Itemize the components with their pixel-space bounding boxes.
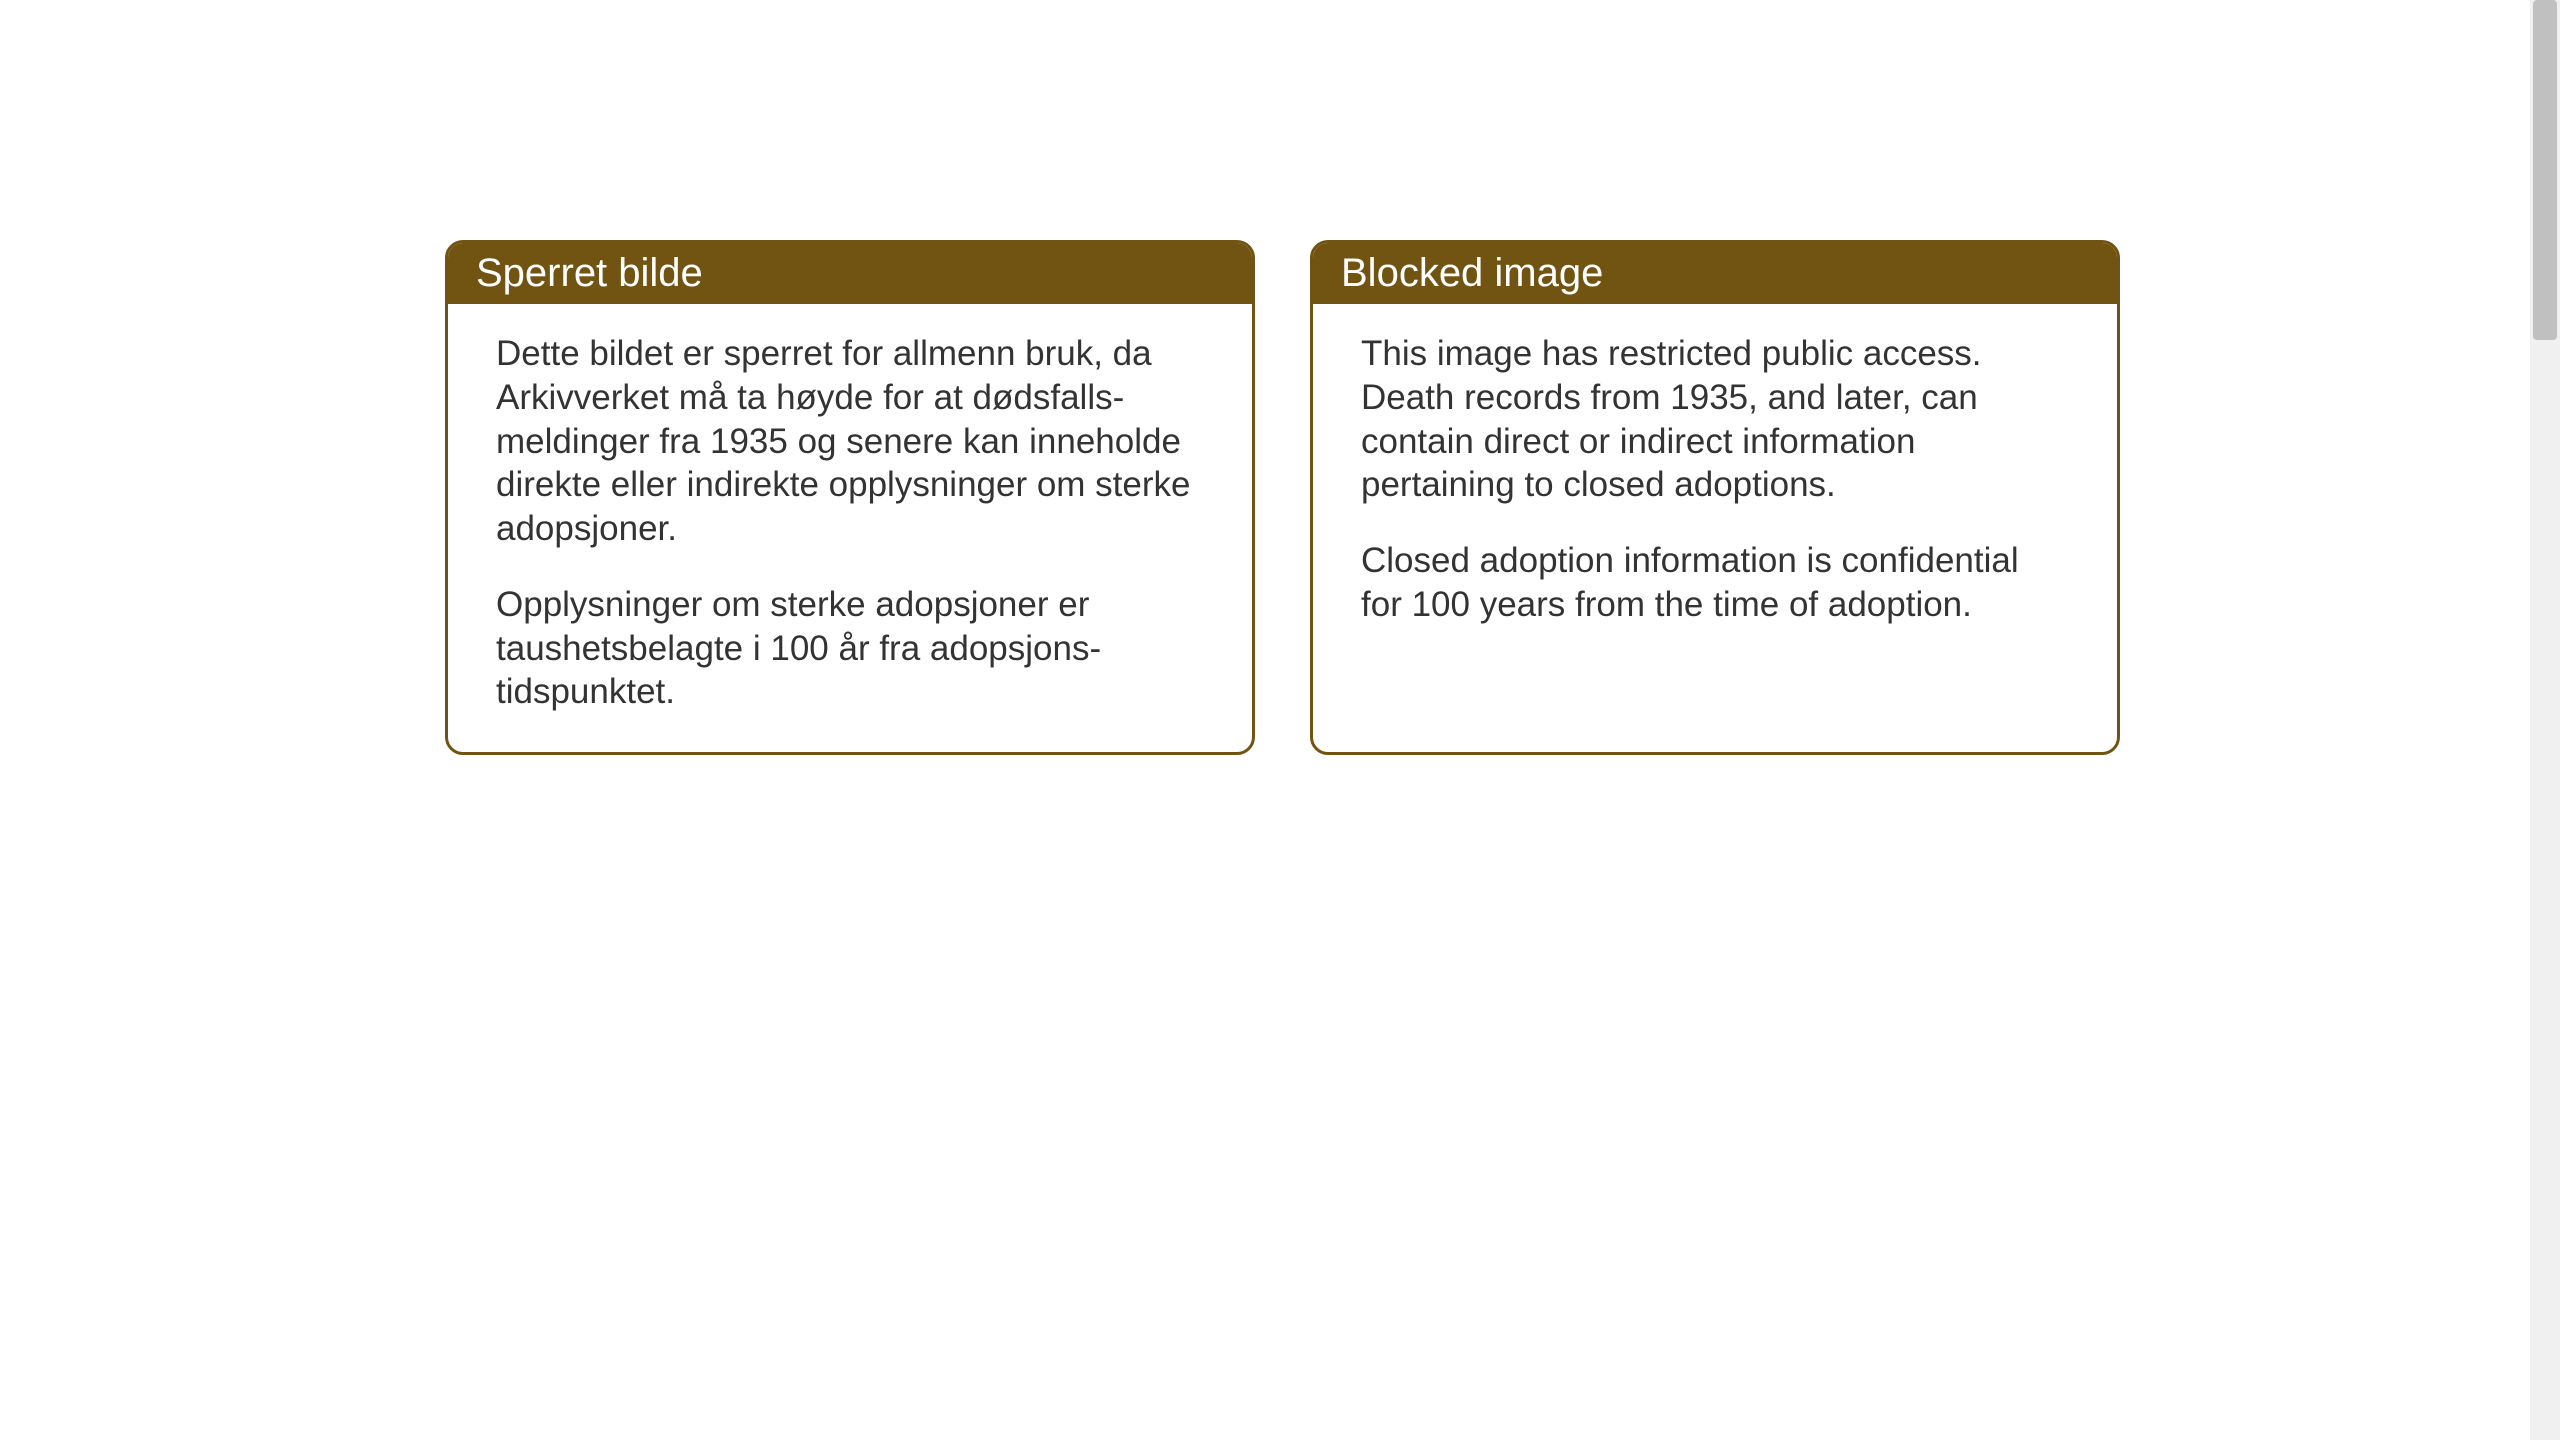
norwegian-card: Sperret bilde Dette bildet er sperret fo… (445, 240, 1255, 755)
norwegian-card-body: Dette bildet er sperret for allmenn bruk… (448, 304, 1252, 752)
norwegian-card-header: Sperret bilde (448, 243, 1252, 304)
norwegian-paragraph-1: Dette bildet er sperret for allmenn bruk… (496, 332, 1204, 551)
norwegian-card-title: Sperret bilde (476, 251, 703, 295)
english-card-body: This image has restricted public access.… (1313, 304, 2117, 665)
cards-container: Sperret bilde Dette bildet er sperret fo… (445, 240, 2120, 755)
scrollbar-thumb[interactable] (2533, 0, 2557, 340)
english-paragraph-2: Closed adoption information is confident… (1361, 539, 2069, 627)
english-paragraph-1: This image has restricted public access.… (1361, 332, 2069, 507)
english-card-header: Blocked image (1313, 243, 2117, 304)
english-card: Blocked image This image has restricted … (1310, 240, 2120, 755)
vertical-scrollbar[interactable] (2530, 0, 2560, 1440)
norwegian-paragraph-2: Opplysninger om sterke adopsjoner er tau… (496, 583, 1204, 714)
english-card-title: Blocked image (1341, 251, 1603, 295)
